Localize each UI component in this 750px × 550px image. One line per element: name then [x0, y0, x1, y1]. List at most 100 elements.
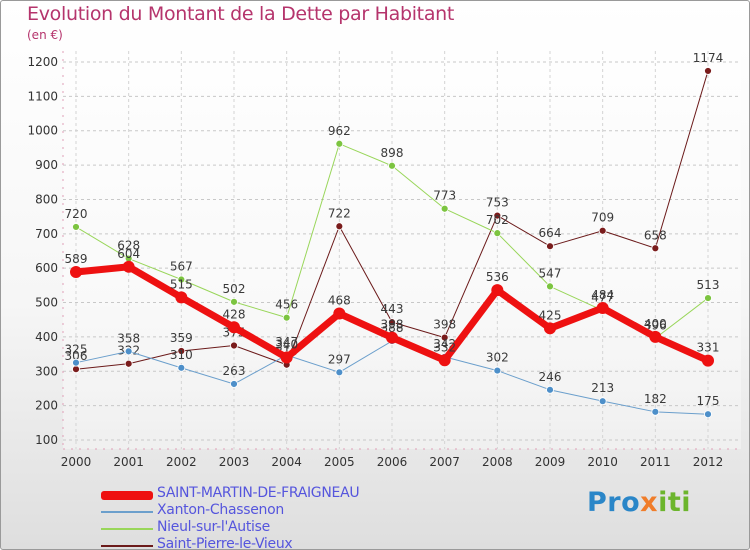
legend-swatch	[101, 528, 153, 530]
data-point	[333, 307, 346, 320]
data-point	[704, 294, 712, 302]
data-point	[546, 282, 554, 291]
data-point	[388, 318, 396, 327]
data-label: 536	[486, 270, 509, 284]
data-label: 773	[433, 189, 456, 203]
data-label: 332	[433, 340, 456, 354]
data-point	[440, 333, 449, 342]
x-tick-label: 2000	[61, 455, 92, 469]
y-tick-label: 700	[35, 227, 58, 241]
data-label: 502	[223, 282, 246, 296]
data-label: 513	[697, 278, 720, 292]
data-label: 604	[117, 247, 140, 261]
data-label: 468	[328, 294, 351, 308]
legend-label: Saint-Pierre-le-Vieux	[157, 536, 293, 550]
data-point	[228, 321, 240, 334]
data-point	[544, 322, 556, 335]
y-tick-label: 900	[35, 158, 58, 172]
data-label: 484	[591, 288, 614, 302]
data-point	[493, 211, 502, 220]
plot-area	[63, 51, 741, 449]
data-point	[124, 347, 133, 356]
x-tick-label: 2001	[113, 455, 144, 469]
data-label: 213	[591, 381, 614, 395]
legend-label: Nieul-sur-l'Autise	[157, 519, 270, 535]
data-point	[177, 275, 186, 284]
data-point	[491, 284, 504, 297]
legend-swatch	[101, 490, 153, 500]
data-label: 398	[381, 318, 404, 332]
data-label: 428	[223, 307, 246, 321]
data-point	[70, 265, 82, 278]
legend-label: Xanton-Chassenon	[157, 502, 284, 518]
data-label: 456	[275, 298, 298, 312]
data-label: 398	[433, 318, 456, 332]
data-point	[651, 244, 660, 253]
x-tick-label: 2006	[377, 455, 408, 469]
data-point	[493, 229, 502, 238]
data-point	[598, 226, 607, 235]
data-label: 306	[65, 349, 88, 363]
data-point	[175, 291, 188, 304]
data-label: 628	[117, 239, 140, 253]
x-tick-label: 2005	[324, 455, 355, 469]
y-tick-label: 500	[35, 296, 58, 310]
data-point	[335, 222, 344, 231]
data-point	[438, 354, 451, 367]
data-point	[386, 331, 398, 344]
data-point	[704, 410, 712, 419]
data-point	[651, 407, 660, 416]
data-point	[335, 368, 344, 377]
data-point	[230, 341, 238, 350]
data-label: 1174	[693, 51, 724, 65]
x-tick-label: 2011	[640, 455, 671, 469]
data-label: 720	[65, 207, 88, 221]
data-label: 664	[539, 226, 562, 240]
data-label: 753	[486, 196, 509, 210]
data-label: 175	[697, 394, 720, 408]
data-point	[177, 347, 186, 355]
data-label: 358	[117, 331, 140, 345]
y-tick-label: 200	[35, 399, 58, 413]
chart-title: Evolution du Montant de la Dette par Hab…	[27, 3, 455, 25]
y-tick-label: 100	[35, 433, 58, 447]
data-point	[230, 297, 238, 306]
data-label: 263	[223, 364, 246, 378]
data-label: 658	[644, 228, 667, 242]
data-label: 425	[539, 308, 562, 322]
chart-unit: (en €)	[27, 28, 63, 42]
data-label: 898	[381, 146, 404, 160]
data-point	[72, 358, 80, 367]
data-label: 310	[170, 348, 193, 362]
y-tick-label: 1200	[27, 55, 58, 69]
data-label: 515	[170, 277, 193, 291]
data-label: 962	[328, 124, 351, 138]
x-tick-label: 2003	[219, 455, 250, 469]
data-point	[704, 67, 712, 75]
data-label: 722	[328, 206, 351, 220]
data-label: 396	[644, 318, 667, 332]
y-tick-label: 400	[35, 330, 58, 344]
x-tick-label: 2004	[271, 455, 302, 469]
legend-swatch	[101, 545, 153, 547]
data-point	[598, 397, 607, 406]
data-point	[282, 313, 291, 322]
x-tick-label: 2012	[693, 455, 724, 469]
data-label: 182	[644, 392, 667, 406]
data-point	[440, 204, 449, 213]
data-label: 702	[486, 213, 509, 227]
data-point	[702, 354, 714, 367]
data-point	[122, 260, 135, 273]
data-point	[493, 366, 502, 375]
x-tick-label: 2002	[166, 455, 197, 469]
legend-swatch	[101, 511, 153, 513]
data-label: 477	[591, 290, 614, 304]
data-point	[335, 139, 344, 148]
y-tick-label: 1000	[27, 124, 58, 138]
data-point	[230, 380, 238, 388]
data-label: 297	[328, 352, 351, 366]
x-tick-label: 2007	[429, 455, 460, 469]
data-label: 302	[486, 351, 509, 365]
